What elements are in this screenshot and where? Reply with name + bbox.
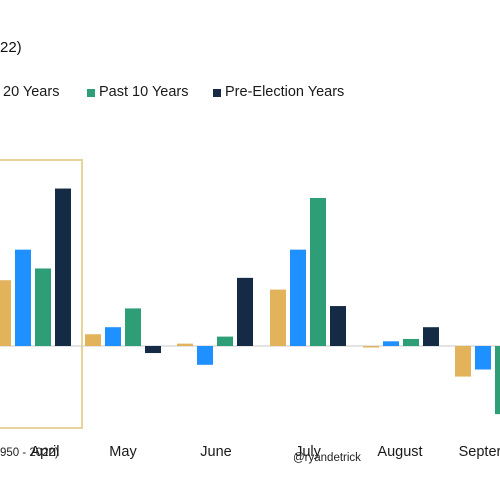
x-tick-label-august: August [377,444,422,460]
bar-april-series-3 [55,188,71,346]
bar-april-series-1 [15,249,31,346]
bar-july-series-2 [310,197,326,346]
bar-august-series-2 [403,338,419,346]
legend-item-20-years: 20 Years [3,84,59,100]
bar-june-series-1 [197,346,213,365]
bar-septer-series-2 [495,346,500,415]
x-tick-label-june: June [200,444,231,460]
legend-label: Pre-Election Years [225,84,345,100]
bar-june-series-3 [237,277,253,346]
legend-label: 20 Years [3,84,60,100]
highlight-box [0,159,83,429]
bar-april-series-0 [0,280,11,346]
x-tick-label-may: May [109,444,137,460]
legend-label: Past 10 Years [99,84,189,100]
bar-may-series-0 [85,334,101,346]
bar-may-series-1 [105,327,121,346]
bar-june-series-0 [177,343,193,346]
bar-july-series-0 [270,289,286,346]
bar-may-series-3 [145,346,161,354]
bar-june-series-2 [217,336,233,346]
bar-july-series-3 [330,306,346,346]
author-handle: @ryandetrick [293,452,361,464]
legend-item-past-10-years: Past 10 Years [99,84,189,100]
bar-august-series-0 [363,346,379,348]
source-note: 950 - 2022) [0,447,59,459]
legend-item-pre-election: Pre-Election Years [225,84,344,100]
x-tick-label-july: July [295,444,322,460]
bar-august-series-3 [423,327,439,346]
bar-may-series-2 [125,308,141,346]
bar-july-series-1 [290,249,306,346]
bar-septer-series-1 [475,346,491,370]
x-tick-label-april: April [30,444,59,460]
bar-april-series-2 [35,268,51,346]
chart-title-fragment: 22) [0,39,22,56]
bar-septer-series-0 [455,346,471,377]
bar-august-series-1 [383,341,399,346]
x-tick-label-septer: Septer [459,444,500,460]
legend-swatch-pre-election [213,89,221,97]
legend-swatch-past-10-years [87,89,95,97]
